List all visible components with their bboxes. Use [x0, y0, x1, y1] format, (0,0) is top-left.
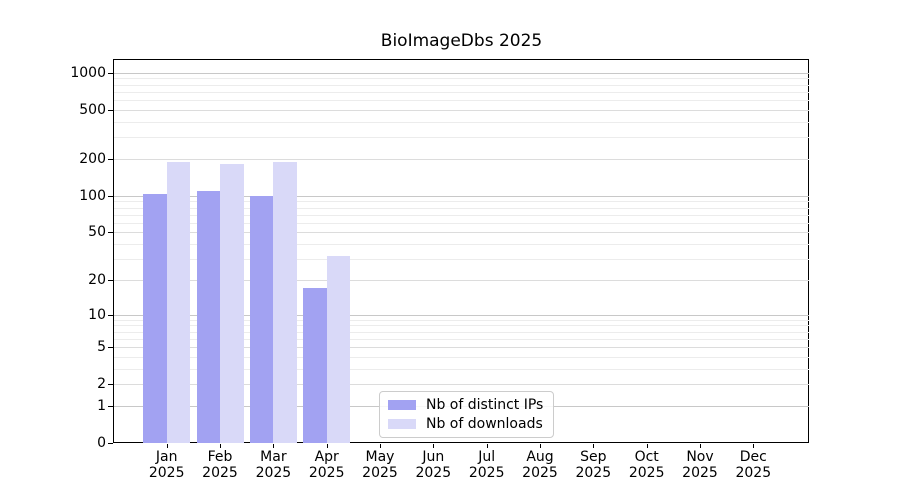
x-tick-label: Jan 2025 [148, 449, 185, 481]
x-tick-mark [273, 444, 275, 448]
y-tick-mark [108, 232, 113, 234]
x-tick-label: Nov 2025 [682, 449, 718, 481]
minor-gridline [114, 121, 809, 123]
bar-distinct-ips [196, 190, 220, 443]
y-tick-mark [108, 158, 113, 160]
legend: Nb of distinct IPs Nb of downloads [379, 391, 555, 438]
major-gridline [114, 279, 809, 281]
x-tick-label: Apr 2025 [308, 449, 345, 481]
x-tick-label: Oct 2025 [628, 449, 665, 481]
y-tick-label: 50 [88, 224, 106, 241]
y-tick-label: 0 [97, 435, 106, 451]
major-gridline [114, 195, 809, 197]
x-tick-label: Jul 2025 [468, 449, 505, 481]
y-tick-mark [108, 405, 113, 407]
bar-downloads [273, 161, 297, 443]
x-tick-mark [486, 444, 488, 448]
minor-gridline [114, 84, 809, 86]
legend-label: Nb of downloads [426, 415, 543, 432]
y-tick-label: 200 [79, 150, 106, 167]
y-tick-mark [108, 384, 113, 386]
minor-gridline [114, 100, 809, 101]
y-tick-label: 10 [88, 306, 106, 323]
y-tick-mark [108, 109, 113, 111]
major-gridline [114, 384, 809, 386]
legend-swatch-icon [388, 400, 416, 411]
x-tick-mark [540, 444, 541, 448]
minor-gridline [114, 214, 809, 216]
y-tick-mark [108, 314, 113, 316]
y-tick-label: 500 [79, 101, 106, 118]
x-tick-mark [380, 444, 381, 448]
legend-label: Nb of distinct IPs [426, 397, 544, 414]
y-tick-mark [108, 195, 113, 197]
x-tick-label: Sep 2025 [575, 449, 612, 481]
y-tick-mark [108, 279, 113, 281]
y-tick-mark [108, 347, 113, 348]
minor-gridline [114, 201, 809, 203]
minor-gridline [114, 258, 809, 260]
y-tick-mark [108, 443, 113, 444]
minor-gridline [114, 319, 809, 321]
y-tick-label: 20 [88, 271, 106, 288]
minor-gridline [114, 91, 809, 93]
minor-gridline [114, 368, 809, 370]
x-tick-mark [646, 444, 648, 448]
bar-distinct-ips [143, 194, 167, 443]
legend-entry: Nb of downloads [388, 415, 543, 434]
minor-gridline [114, 325, 809, 327]
y-tick-label: 2 [97, 376, 106, 393]
major-gridline [114, 314, 809, 316]
major-gridline [114, 109, 809, 111]
minor-gridline [114, 137, 809, 139]
x-tick-mark [753, 444, 755, 448]
bar-downloads [326, 255, 351, 443]
x-tick-mark [220, 444, 221, 448]
legend-swatch-icon [388, 418, 416, 429]
x-tick-label: Aug 2025 [522, 449, 558, 481]
y-tick-mark [108, 72, 113, 74]
minor-gridline [114, 78, 809, 80]
x-tick-mark [593, 444, 595, 448]
x-tick-mark [326, 444, 328, 448]
x-tick-label: Mar 2025 [255, 449, 292, 481]
bar-distinct-ips [303, 288, 327, 443]
minor-gridline [114, 244, 809, 245]
bar-downloads [220, 164, 244, 443]
minor-gridline [114, 222, 809, 224]
legend-entry: Nb of distinct IPs [388, 396, 543, 415]
bar-distinct-ips [249, 195, 274, 443]
y-tick-label: 100 [79, 187, 106, 204]
y-tick-label: 1 [97, 397, 106, 414]
x-tick-label: Jun 2025 [415, 449, 452, 481]
plot-area [113, 59, 809, 443]
minor-gridline [114, 356, 809, 358]
x-tick-mark [166, 444, 168, 448]
y-tick-label: 5 [97, 339, 106, 355]
y-tick-label: 1000 [70, 64, 106, 81]
major-gridline [114, 72, 809, 74]
x-tick-label: Feb 2025 [202, 449, 238, 481]
major-gridline [114, 232, 809, 234]
minor-gridline [114, 338, 809, 340]
x-tick-label: May 2025 [362, 449, 398, 481]
x-tick-mark [700, 444, 701, 448]
x-tick-label: Dec 2025 [735, 449, 772, 481]
minor-gridline [114, 331, 809, 333]
bar-downloads [166, 162, 191, 443]
x-tick-mark [433, 444, 435, 448]
major-gridline [114, 347, 809, 348]
chart-title: BioImageDbs 2025 [380, 31, 543, 51]
major-gridline [114, 158, 809, 160]
minor-gridline [114, 207, 809, 209]
